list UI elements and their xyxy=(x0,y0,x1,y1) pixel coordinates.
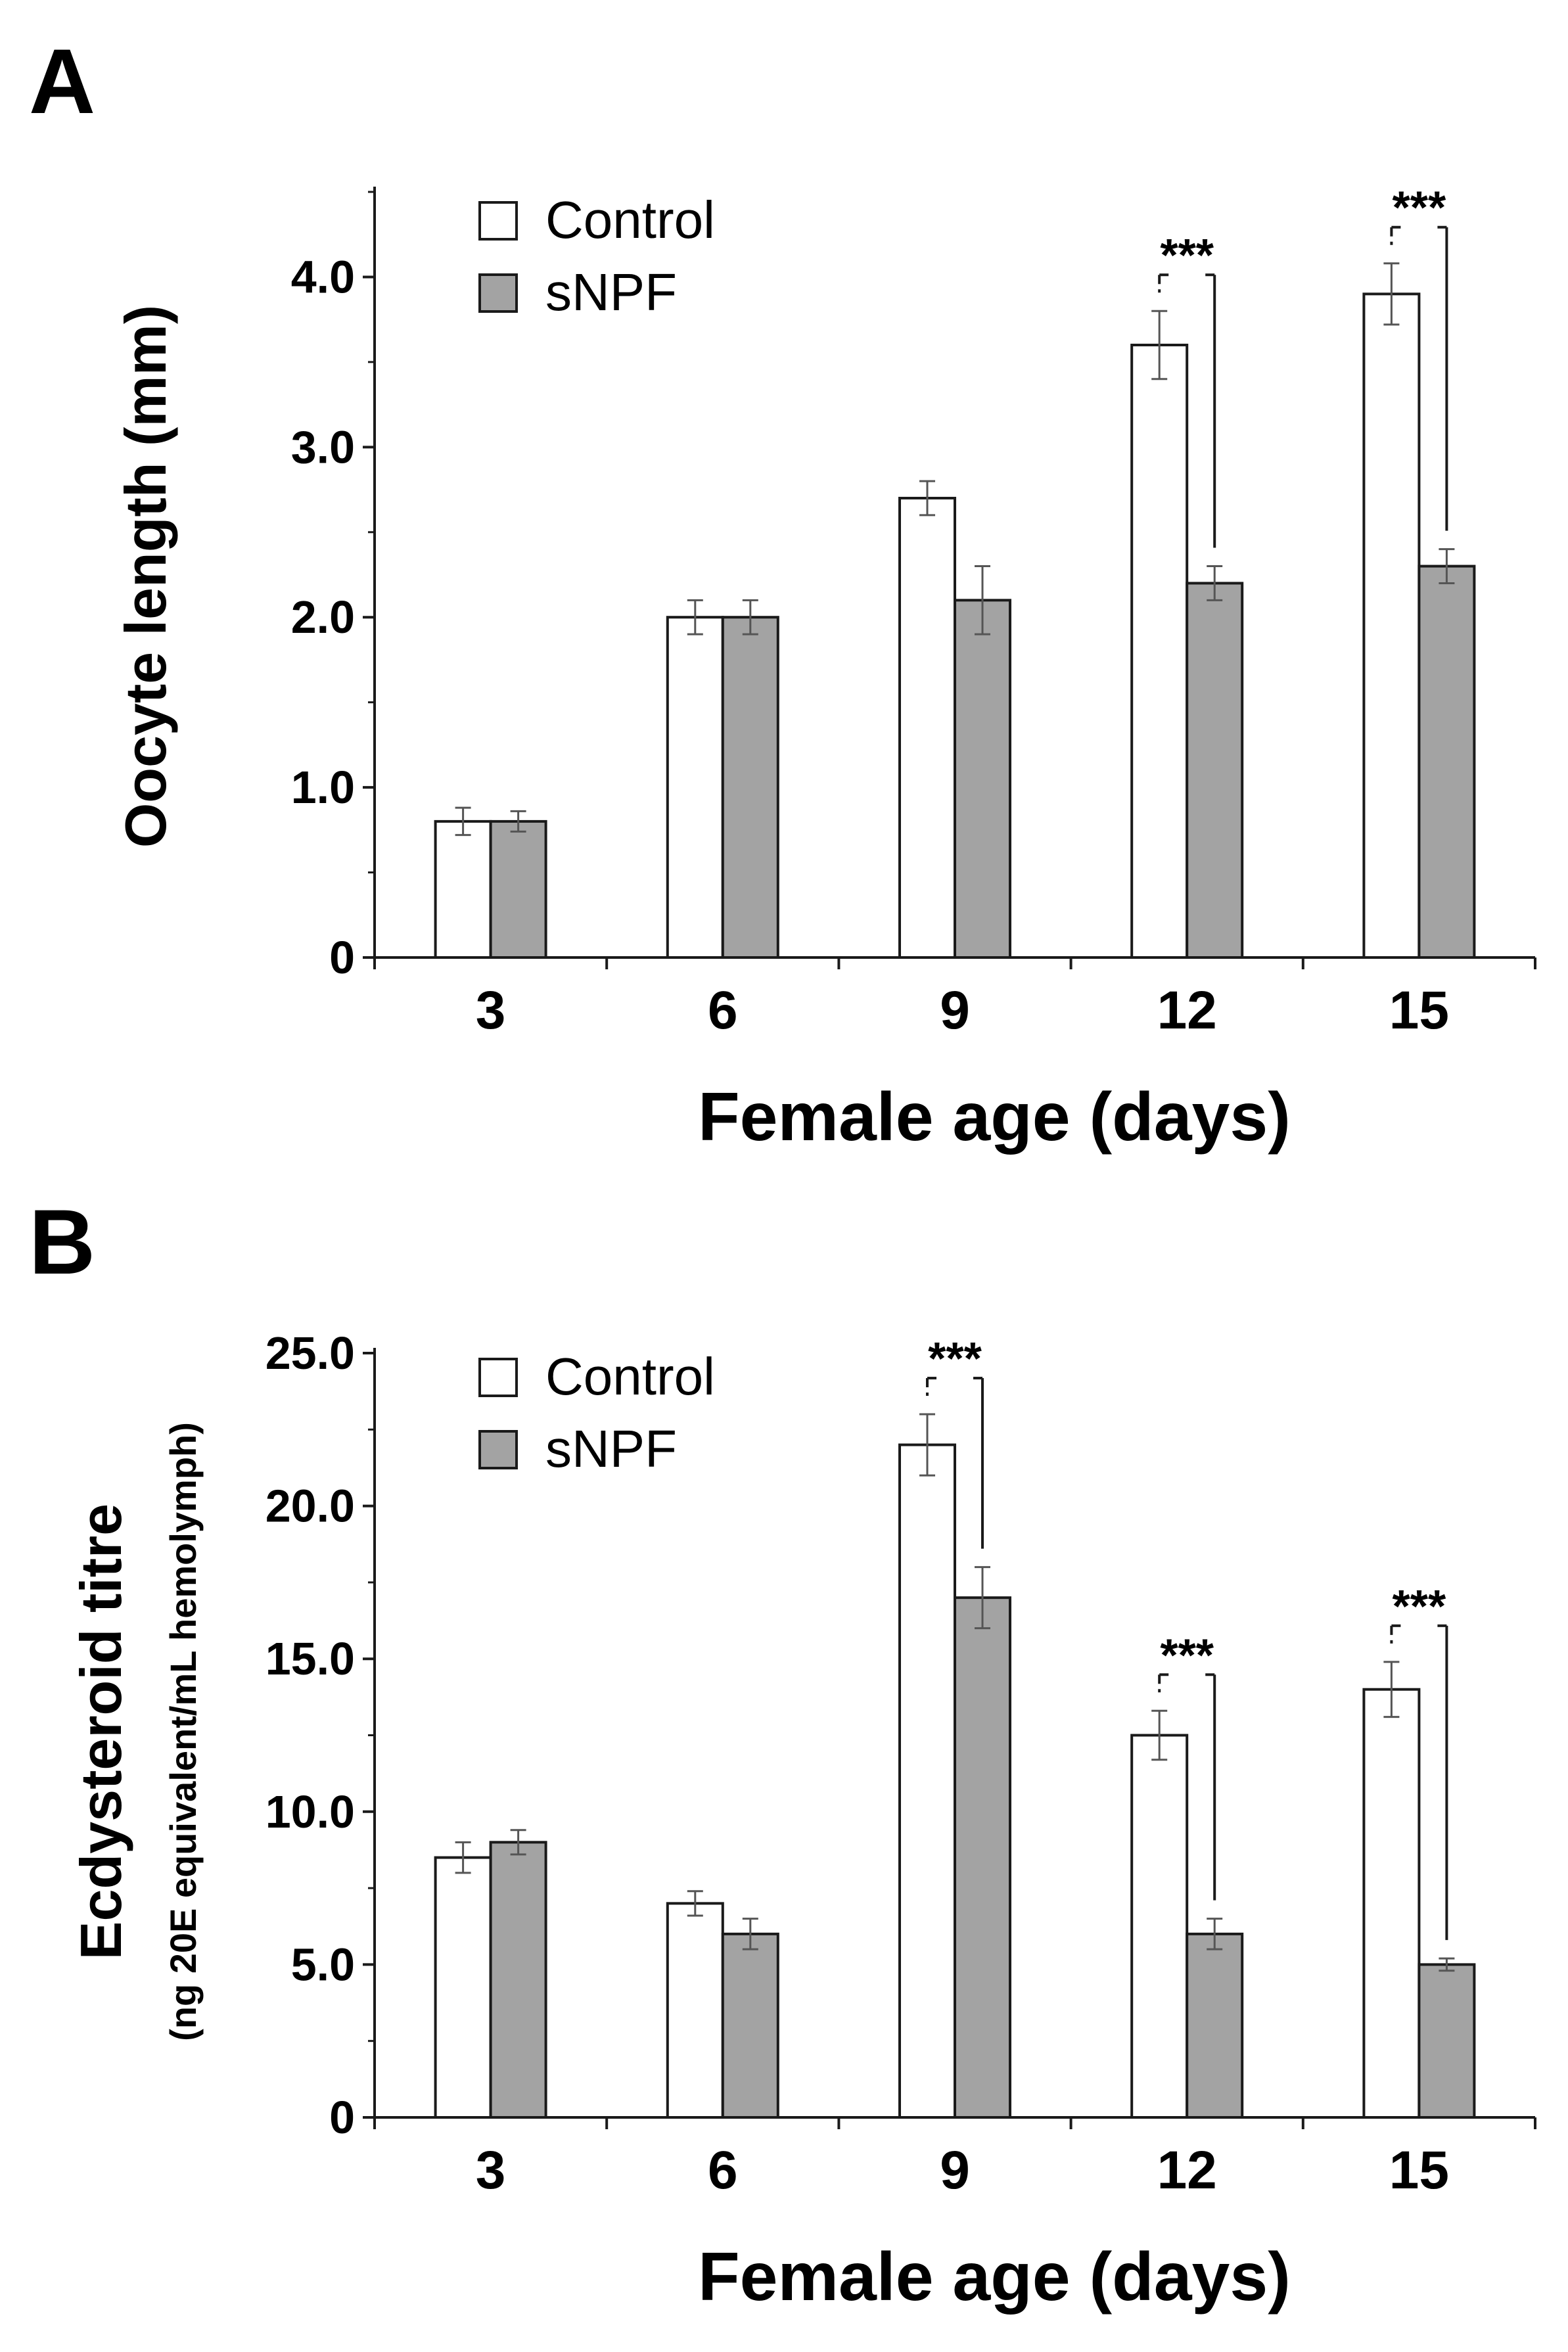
y-tick-label: 20.0 xyxy=(265,1481,355,1532)
bar-snpf xyxy=(489,1841,547,2119)
x-tick-label: 6 xyxy=(708,2140,738,2200)
bar-control xyxy=(1362,292,1421,959)
bar-snpf xyxy=(954,599,1011,959)
y-tick-label: 2.0 xyxy=(291,591,355,643)
x-tick-label: 6 xyxy=(708,980,738,1040)
y-tick-label: 10.0 xyxy=(265,1786,355,1837)
significance-label: *** xyxy=(1160,1629,1214,1680)
y-axis-sublabel: (ng 20E equivalent/mL hemolymph) xyxy=(162,1422,204,2041)
y-tick-label: 25.0 xyxy=(265,1327,355,1379)
x-tick-label: 15 xyxy=(1389,2140,1449,2200)
legend-swatch-control xyxy=(478,1358,518,1397)
significance-label: *** xyxy=(1393,182,1446,233)
x-tick-label: 15 xyxy=(1389,980,1449,1040)
bar-snpf xyxy=(954,1596,1011,2119)
bar-control xyxy=(666,1902,724,2119)
bar-control xyxy=(434,819,492,959)
bar-control xyxy=(666,616,724,959)
y-axis-label: Ecdysteroid titre xyxy=(68,1504,133,1960)
y-tick-label: 5.0 xyxy=(291,1939,355,1990)
legend-label-snpf: sNPF xyxy=(545,1419,677,1478)
significance-label: *** xyxy=(928,1333,982,1384)
y-tick-label: 3.0 xyxy=(291,421,355,473)
chart-oocyte-length: 0 1.0 2.0 3.0 4.0 3 6 9 12 15 Female age (days) Ooc… xyxy=(113,182,1536,1155)
x-tick-label: 12 xyxy=(1157,2140,1217,2200)
x-tick-label: 9 xyxy=(940,2140,970,2200)
legend-label-control: Control xyxy=(545,191,715,249)
bar-control xyxy=(898,1443,956,2119)
legend-swatch-snpf xyxy=(478,273,518,313)
y-tick-label: 0 xyxy=(329,2092,355,2143)
significance-label: *** xyxy=(1160,229,1214,281)
legend-label-snpf: sNPF xyxy=(545,263,677,321)
bar-control xyxy=(1130,1734,1189,2119)
y-tick-label: 0 xyxy=(329,932,355,983)
bar-control xyxy=(1362,1688,1421,2119)
bar-snpf xyxy=(721,1932,779,2119)
bar-control xyxy=(434,1856,492,2119)
x-tick-label: 12 xyxy=(1157,980,1217,1040)
y-tick-label: 15.0 xyxy=(265,1633,355,1684)
y-tick-label: 1.0 xyxy=(291,762,355,813)
x-tick-label: 3 xyxy=(476,980,506,1040)
y-tick-label: 4.0 xyxy=(291,251,355,302)
y-axis-label: Oocyte length (mm) xyxy=(113,305,178,848)
bar-snpf xyxy=(721,616,779,959)
x-axis-label: Female age (days) xyxy=(698,2239,1291,2315)
bar-snpf xyxy=(1418,565,1476,959)
bar-control xyxy=(1130,344,1189,959)
panel-label-b: B xyxy=(29,1190,96,1293)
bar-snpf xyxy=(1186,1932,1244,2119)
legend-swatch-control xyxy=(478,201,518,241)
significance-label: *** xyxy=(1393,1580,1446,1632)
panel-label-a: A xyxy=(29,30,96,133)
chart-ecdysteroid-titre: 0 5.0 10.0 15.0 20.0 25.0 3 6 9 12 15 Female age (d… xyxy=(68,1327,1536,2315)
legend-swatch-snpf xyxy=(478,1430,518,1469)
x-tick-label: 3 xyxy=(476,2140,506,2200)
x-tick-label: 9 xyxy=(940,980,970,1040)
bar-snpf xyxy=(1418,1963,1476,2119)
bar-snpf xyxy=(489,819,547,959)
legend-label-control: Control xyxy=(545,1347,715,1406)
bar-control xyxy=(898,497,956,959)
x-axis-label: Female age (days) xyxy=(698,1079,1291,1155)
bar-snpf xyxy=(1186,582,1244,959)
